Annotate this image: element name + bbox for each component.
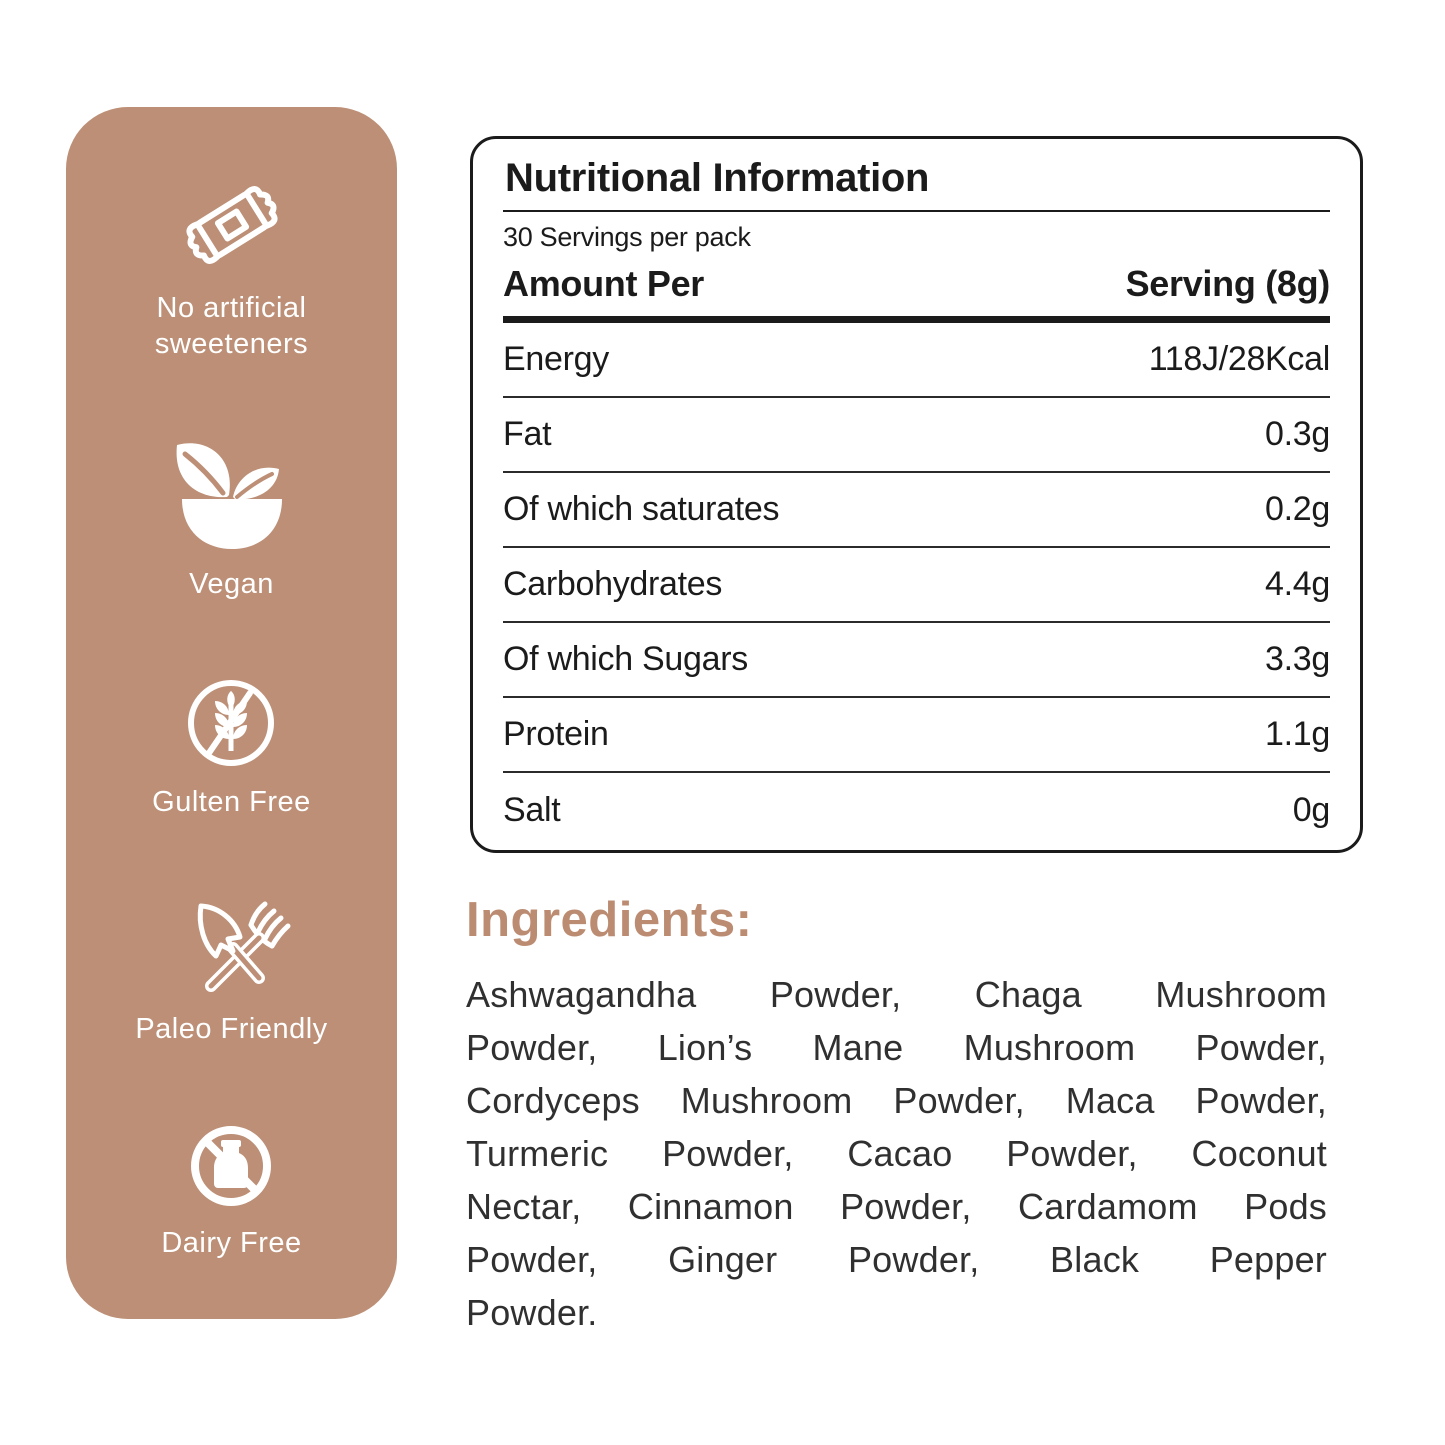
servings-per-pack: 30 Servings per pack [503, 222, 751, 252]
ingredients-line: Turmeric Powder, Cacao Powder, Coconut [466, 1133, 1327, 1174]
nutrient-label: Carbohydrates [503, 565, 723, 603]
nutrition-facts-box: Nutritional Information 30 Servings per … [470, 136, 1363, 853]
nutrient-label: Salt [503, 791, 561, 829]
nutrition-rows: Energy 118J/28Kcal Fat 0.3g Of which sat… [503, 323, 1330, 848]
nutrient-value: 4.4g [1265, 565, 1330, 603]
nutrition-column-headers: Amount Per Serving (8g) [503, 264, 1330, 323]
nutrient-value: 3.3g [1265, 640, 1330, 678]
feature-label: No artificial sweeteners [154, 292, 309, 360]
feature-paleo-friendly: Paleo Friendly [135, 892, 327, 1047]
feature-label: Dairy Free [161, 1227, 302, 1259]
feature-no-artificial-sweeteners: No artificial sweeteners [94, 173, 369, 362]
feature-vegan: Vegan [169, 435, 295, 602]
ingredients-line: Cordyceps Mushroom Powder, Maca Powder, [466, 1080, 1327, 1121]
table-row: Fat 0.3g [503, 398, 1330, 473]
table-row: Of which Sugars 3.3g [503, 623, 1330, 698]
ingredients-line: Ashwagandha Powder, Chaga Mushroom [466, 974, 1327, 1015]
table-row: Protein 1.1g [503, 698, 1330, 773]
feature-sidebar: No artificial sweeteners Vegan [66, 107, 397, 1319]
sweet-wrapper-icon [185, 186, 278, 264]
nutrient-value: 0g [1292, 791, 1331, 829]
nutrient-value: 1.1g [1265, 715, 1330, 753]
ingredients-line: Powder, Lion’s Mane Mushroom Powder, [466, 1027, 1327, 1068]
nutrient-label: Fat [503, 415, 552, 453]
nutrient-label: Of which saturates [503, 490, 780, 528]
feature-label: Vegan [189, 567, 274, 600]
dairy-free-icon [191, 1126, 272, 1206]
nutrient-value: 118J/28Kcal [1148, 340, 1331, 378]
ingredients-line: Powder, Ginger Powder, Black Pepper [466, 1239, 1327, 1280]
ingredients-section: Ingredients: Ashwagandha Powder, Chaga M… [466, 892, 1327, 1339]
vegan-bowl-icon [176, 443, 282, 549]
nutrient-label: Protein [503, 715, 609, 753]
nutrient-value: 0.3g [1265, 415, 1330, 453]
ingredients-line: Nectar, Cinnamon Powder, Cardamom Pods [466, 1186, 1327, 1227]
feature-label: Paleo Friendly [135, 1013, 328, 1046]
nutrient-value: 0.2g [1265, 490, 1330, 528]
table-row: Carbohydrates 4.4g [503, 548, 1330, 623]
feature-gluten-free: Gulten Free [152, 675, 311, 820]
nutrient-label: Energy [503, 340, 609, 378]
table-row: Of which saturates 0.2g [503, 473, 1330, 548]
ingredients-line: Powder. [466, 1292, 598, 1333]
paleo-crossed-tools-icon [197, 901, 290, 993]
ingredients-heading: Ingredients: [466, 893, 753, 947]
table-row: Salt 0g [503, 773, 1330, 848]
table-row: Energy 118J/28Kcal [503, 323, 1330, 398]
gluten-free-icon [188, 679, 275, 766]
amount-per-header: Amount Per [503, 263, 705, 304]
nutrition-title: Nutritional Information [503, 139, 1330, 212]
feature-dairy-free: Dairy Free [161, 1120, 301, 1261]
nutrient-label: Of which Sugars [503, 640, 748, 678]
feature-label: Gulten Free [152, 785, 311, 818]
ingredients-text: Ashwagandha Powder, Chaga Mushroom Powde… [466, 968, 1327, 1339]
serving-size-header: Serving (8g) [1125, 263, 1331, 304]
